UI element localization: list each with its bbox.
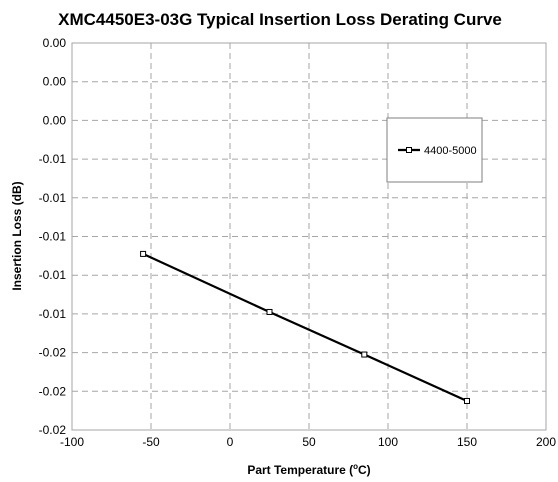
x-tick-label: -50 xyxy=(142,435,160,449)
data-point-marker xyxy=(361,351,368,358)
y-tick-label: -0.01 xyxy=(39,230,67,244)
x-tick-label: 50 xyxy=(302,435,316,449)
y-tick-label: -0.01 xyxy=(39,191,67,205)
legend-label: 4400-5000 xyxy=(424,145,477,157)
x-tick-label: 100 xyxy=(378,435,398,449)
x-axis-title: Part Temperature (oC) xyxy=(247,462,370,477)
legend-marker-square xyxy=(406,147,412,153)
x-tick-label: 0 xyxy=(227,435,234,449)
y-tick-label: 0.00 xyxy=(43,36,67,50)
y-tick-label: 0.00 xyxy=(43,75,67,89)
grid xyxy=(72,43,546,430)
x-tick-label: -100 xyxy=(60,435,84,449)
y-axis-title: Insertion Loss (dB) xyxy=(10,181,24,290)
y-tick-label: -0.02 xyxy=(39,384,67,398)
y-tick-label: -0.01 xyxy=(39,268,67,282)
y-tick-label: -0.02 xyxy=(39,423,67,437)
series-line xyxy=(142,252,468,403)
x-axis-ticks: -100 -50 0 50 100 150 200 xyxy=(60,435,556,449)
x-tick-label: 150 xyxy=(457,435,477,449)
data-point-marker xyxy=(266,308,273,315)
y-tick-label: 0.00 xyxy=(43,113,67,127)
x-tick-label: 200 xyxy=(536,435,556,449)
y-tick-label: -0.01 xyxy=(39,152,67,166)
y-tick-label: -0.01 xyxy=(39,307,67,321)
x-axis-title-degree: o xyxy=(353,462,358,471)
data-point-marker xyxy=(140,250,147,257)
data-point-marker xyxy=(464,397,470,404)
chart-title: XMC4450E3-03G Typical Insertion Loss Der… xyxy=(58,10,502,29)
plot-area-frame xyxy=(71,42,547,431)
legend: 4400-5000 xyxy=(386,117,483,183)
y-tick-label: -0.02 xyxy=(39,346,67,360)
series xyxy=(140,250,470,404)
y-axis-ticks: 0.00 0.00 0.00 -0.01 -0.01 -0.01 -0.01 -0.01 -0.… xyxy=(39,36,67,437)
